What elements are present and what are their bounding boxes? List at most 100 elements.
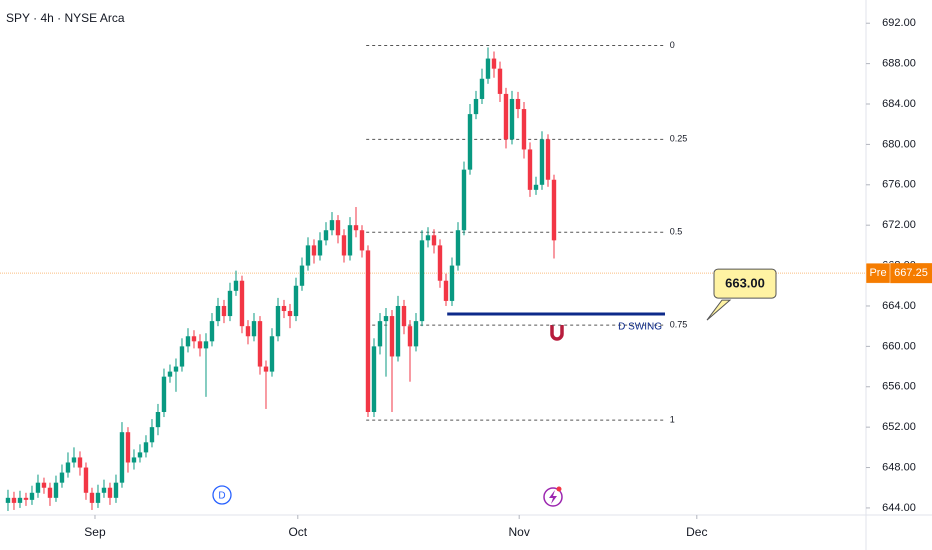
- candle-body: [83, 467, 89, 493]
- y-tick-label: 688.00: [882, 58, 916, 70]
- candle-body: [515, 98, 521, 110]
- candle-body: [197, 341, 203, 349]
- candle-body: [263, 366, 269, 372]
- y-tick-label: 676.00: [882, 179, 916, 191]
- candle-body: [467, 114, 473, 170]
- pre-label: Pre: [869, 267, 886, 279]
- candle-body: [227, 290, 233, 317]
- candle-body: [437, 245, 443, 281]
- candle-body: [485, 58, 491, 79]
- candle-body: [425, 235, 431, 241]
- candle-body: [431, 235, 437, 246]
- dividend-icon: D: [212, 485, 232, 505]
- candle-body: [185, 336, 191, 347]
- candle-body: [413, 321, 419, 347]
- x-tick-label: Oct: [288, 525, 307, 539]
- chart-title: SPY · 4h · NYSE Arca: [6, 11, 125, 25]
- candle-body: [125, 432, 131, 463]
- candle-body: [359, 230, 365, 251]
- candle-body: [131, 457, 137, 463]
- candle-body: [455, 230, 461, 266]
- magnet-icon: [550, 325, 564, 341]
- x-tick-label: Nov: [509, 525, 530, 539]
- y-tick-label: 680.00: [882, 138, 916, 150]
- candle-body: [449, 265, 455, 301]
- candle-body: [53, 482, 59, 498]
- candle-body: [317, 240, 323, 256]
- candle-body: [407, 326, 413, 347]
- candle-body: [305, 245, 311, 266]
- candle-body: [539, 139, 545, 185]
- candle-body: [347, 225, 353, 256]
- candle-body: [245, 326, 251, 337]
- candle-body: [299, 265, 305, 286]
- candle-body: [47, 487, 53, 498]
- candle-body: [491, 58, 497, 69]
- candle-body: [119, 432, 125, 483]
- candle-body: [65, 462, 71, 473]
- candle-body: [365, 250, 371, 412]
- y-tick-label: 660.00: [882, 340, 916, 352]
- candle-body: [329, 220, 335, 231]
- candle-body: [533, 184, 539, 190]
- candle-body: [497, 68, 503, 94]
- candle-body: [179, 346, 185, 367]
- candle-body: [335, 220, 341, 236]
- y-tick-label: 664.00: [882, 300, 916, 312]
- candle-body: [59, 472, 65, 483]
- fib-label: 0.5: [670, 227, 683, 237]
- candle-body: [161, 376, 167, 412]
- candle-body: [41, 482, 47, 488]
- candle-body: [209, 321, 215, 342]
- pre-value: 667.25: [894, 267, 928, 279]
- candle-body: [143, 442, 149, 453]
- candle-body: [341, 235, 347, 256]
- callout-label: 663.00: [725, 276, 765, 291]
- svg-text:D: D: [218, 491, 225, 502]
- candle-body: [89, 492, 95, 503]
- candle-body: [221, 305, 227, 317]
- candle-body: [371, 346, 377, 412]
- candle-body: [233, 280, 239, 291]
- y-tick-label: 692.00: [882, 17, 916, 29]
- candle-body: [137, 452, 143, 458]
- candle-body: [71, 457, 77, 463]
- candle-body: [419, 240, 425, 322]
- candle-body: [173, 366, 179, 372]
- candle-body: [191, 336, 197, 342]
- candle-body: [251, 321, 257, 337]
- candle-body: [479, 78, 485, 99]
- y-tick-label: 672.00: [882, 219, 916, 231]
- candle-body: [101, 487, 107, 493]
- candle-body: [395, 305, 401, 357]
- candle-body: [269, 336, 275, 372]
- candle-body: [215, 305, 221, 322]
- candle-body: [275, 305, 281, 337]
- candle-body: [545, 139, 551, 180]
- candle-body: [551, 179, 557, 241]
- candle-body: [521, 109, 527, 150]
- candle-body: [281, 305, 287, 312]
- candle-body: [167, 371, 173, 377]
- y-tick-label: 648.00: [882, 461, 916, 473]
- candle-body: [203, 341, 209, 349]
- y-tick-label: 656.00: [882, 381, 916, 393]
- candle-body: [287, 311, 293, 317]
- callout-box: [713, 268, 777, 299]
- earnings-icon: [543, 486, 563, 507]
- candle-body: [503, 93, 509, 140]
- candle-body: [323, 230, 329, 241]
- x-tick-label: Sep: [84, 525, 106, 539]
- candle-body: [29, 492, 35, 500]
- fib-label: 1: [670, 414, 675, 424]
- y-tick-label: 644.00: [882, 502, 916, 514]
- candle-body: [17, 497, 23, 503]
- fib-label: 0.75: [670, 320, 688, 330]
- candle-body: [95, 492, 101, 503]
- pre-tag-left: [865, 262, 891, 284]
- candle-body: [149, 427, 155, 443]
- candle-body: [383, 316, 389, 322]
- candle-body: [509, 98, 515, 140]
